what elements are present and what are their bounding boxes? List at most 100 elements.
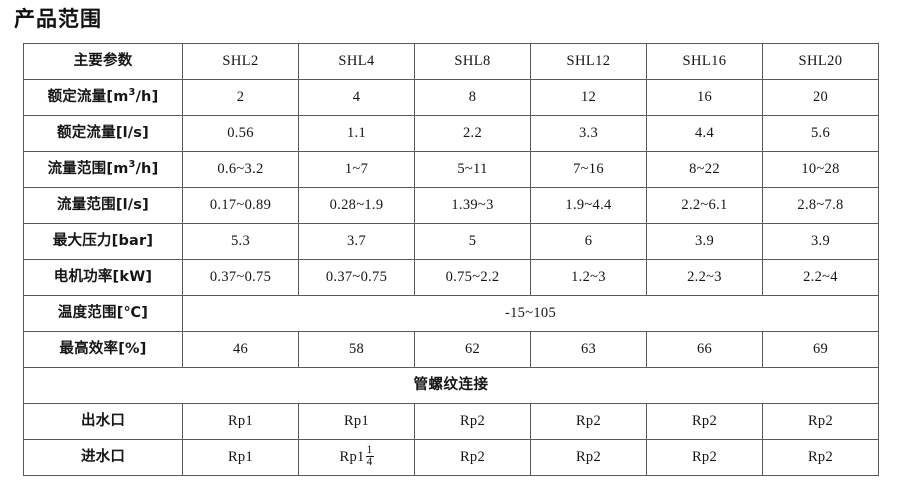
cell-value: 12 (530, 79, 647, 116)
cell-value: Rp1 (298, 403, 415, 440)
fraction-numerator: 1 (365, 443, 374, 457)
cell-value: 1.39~3 (414, 187, 531, 224)
cell-value: 4 (298, 79, 415, 116)
cell-value: 8~22 (646, 151, 763, 188)
cell-value: 3.9 (646, 223, 763, 260)
cell-value: 63 (530, 331, 647, 368)
table-body: 主要参数 SHL2 SHL4 SHL8 SHL12 SHL16 SHL20 额定… (23, 43, 879, 476)
cell-value: 0.6~3.2 (182, 151, 299, 188)
cell-value: 10~28 (762, 151, 879, 188)
cell-value: Rp2 (530, 403, 647, 440)
cell-value: 1.1 (298, 115, 415, 152)
cell-value: 3.9 (762, 223, 879, 260)
cell-value: 2.2~3 (646, 259, 763, 296)
cell-value: Rp2 (530, 439, 647, 476)
cell-value: 2.2~6.1 (646, 187, 763, 224)
label-superscript: 3 (128, 87, 136, 99)
table-header-row: 主要参数 SHL2 SHL4 SHL8 SHL12 SHL16 SHL20 (23, 43, 879, 80)
row-label-inlet: 进水口 (23, 439, 183, 476)
label-text: 流量范围[l/s] (57, 197, 149, 214)
table-row: 最大压力[bar] 5.3 3.7 5 6 3.9 3.9 (23, 223, 879, 260)
cell-value: 7~16 (530, 151, 647, 188)
cell-value: 0.75~2.2 (414, 259, 531, 296)
cell-value: 16 (646, 79, 763, 116)
header-model-shl8: SHL8 (414, 43, 531, 80)
cell-value: 6 (530, 223, 647, 260)
header-model-shl20: SHL20 (762, 43, 879, 80)
specification-table-wrapper: 主要参数 SHL2 SHL4 SHL8 SHL12 SHL16 SHL20 额定… (23, 43, 879, 476)
cell-value: 0.28~1.9 (298, 187, 415, 224)
row-label-outlet: 出水口 (23, 403, 183, 440)
cell-value: 58 (298, 331, 415, 368)
header-model-shl2: SHL2 (182, 43, 299, 80)
cell-value: 4.4 (646, 115, 763, 152)
row-label-flow-range-m3h: 流量范围[m3/h] (23, 151, 183, 188)
cell-value: Rp1 (182, 403, 299, 440)
row-label-temperature-range: 温度范围[℃] (23, 295, 183, 332)
table-row-temperature: 温度范围[℃] -15~105 (23, 295, 879, 332)
cell-value: Rp1 (182, 439, 299, 476)
cell-value: 1~7 (298, 151, 415, 188)
cell-value: 2.2 (414, 115, 531, 152)
table-row: 额定流量[l/s] 0.56 1.1 2.2 3.3 4.4 5.6 (23, 115, 879, 152)
table-row-section-header: 管螺纹连接 (23, 367, 879, 404)
label-text: 流量范围[m (47, 161, 129, 178)
cell-value: 5~11 (414, 151, 531, 188)
cell-value: Rp2 (414, 403, 531, 440)
label-text: 额定流量[l/s] (57, 125, 149, 142)
table-row: 最高效率[%] 46 58 62 63 66 69 (23, 331, 879, 368)
cell-value: Rp2 (762, 439, 879, 476)
table-row: 电机功率[kW] 0.37~0.75 0.37~0.75 0.75~2.2 1.… (23, 259, 879, 296)
header-model-shl12: SHL12 (530, 43, 647, 80)
label-text: 额定流量[m (47, 89, 129, 106)
cell-value: 1.9~4.4 (530, 187, 647, 224)
cell-value: 5.3 (182, 223, 299, 260)
table-row: 进水口 Rp1 Rp1 1 4 Rp2 Rp2 Rp2 Rp2 (23, 439, 879, 476)
cell-value: Rp2 (646, 403, 763, 440)
cell-value: 1.2~3 (530, 259, 647, 296)
label-text: 最大压力[bar] (52, 233, 154, 250)
label-text-suffix: /h] (135, 161, 159, 178)
table-row: 流量范围[m3/h] 0.6~3.2 1~7 5~11 7~16 8~22 10… (23, 151, 879, 188)
cell-value-fraction: Rp1 1 4 (298, 439, 415, 476)
cell-value: 20 (762, 79, 879, 116)
table-row: 出水口 Rp1 Rp1 Rp2 Rp2 Rp2 Rp2 (23, 403, 879, 440)
cell-value: 3.7 (298, 223, 415, 260)
label-text-suffix: /h] (135, 89, 159, 106)
cell-value: 0.37~0.75 (298, 259, 415, 296)
header-param-label: 主要参数 (23, 43, 183, 80)
cell-value: 3.3 (530, 115, 647, 152)
cell-value: 46 (182, 331, 299, 368)
row-label-max-efficiency: 最高效率[%] (23, 331, 183, 368)
cell-value-base: Rp1 (339, 448, 365, 465)
cell-value: 2.8~7.8 (762, 187, 879, 224)
cell-value: Rp2 (414, 439, 531, 476)
header-model-shl4: SHL4 (298, 43, 415, 80)
table-row: 额定流量[m3/h] 2 4 8 12 16 20 (23, 79, 879, 116)
cell-value: 5 (414, 223, 531, 260)
page-title: 产品范围 (14, 7, 102, 31)
section-title-pipe-thread-connection: 管螺纹连接 (23, 367, 879, 404)
header-model-shl16: SHL16 (646, 43, 763, 80)
cell-value: 0.37~0.75 (182, 259, 299, 296)
cell-value: 8 (414, 79, 531, 116)
table-row: 流量范围[l/s] 0.17~0.89 0.28~1.9 1.39~3 1.9~… (23, 187, 879, 224)
label-superscript: 3 (128, 159, 136, 171)
row-label-motor-power: 电机功率[kW] (23, 259, 183, 296)
row-label-rated-flow-ls: 额定流量[l/s] (23, 115, 183, 152)
cell-value: 69 (762, 331, 879, 368)
fraction-denominator: 4 (366, 456, 373, 468)
cell-value: 0.17~0.89 (182, 187, 299, 224)
cell-temperature-merged-value: -15~105 (182, 295, 879, 332)
cell-value: 2 (182, 79, 299, 116)
row-label-max-pressure: 最大压力[bar] (23, 223, 183, 260)
cell-value: 5.6 (762, 115, 879, 152)
cell-value: 2.2~4 (762, 259, 879, 296)
cell-value: 62 (414, 331, 531, 368)
cell-value: Rp2 (762, 403, 879, 440)
specification-table: 主要参数 SHL2 SHL4 SHL8 SHL12 SHL16 SHL20 额定… (23, 43, 879, 476)
label-text: 电机功率[kW] (53, 269, 153, 286)
cell-value: 0.56 (182, 115, 299, 152)
